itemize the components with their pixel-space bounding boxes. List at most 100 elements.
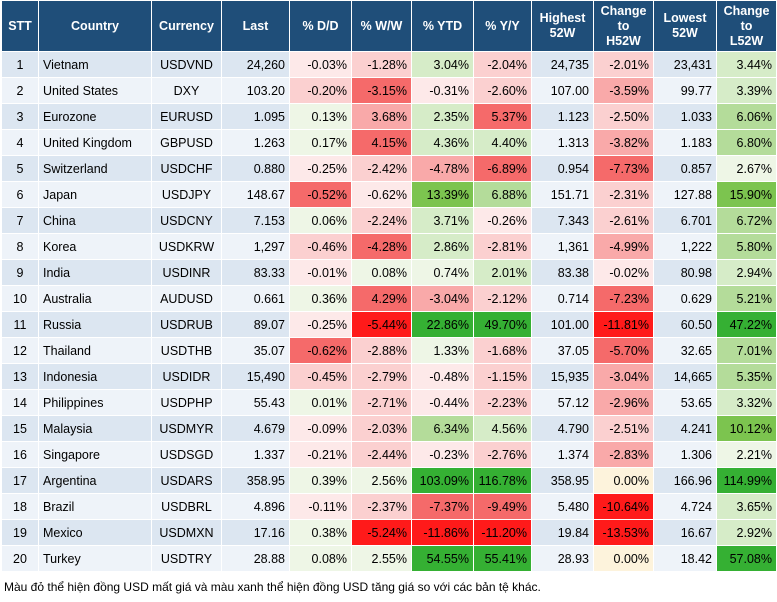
- table-cell: 24,735: [531, 51, 594, 78]
- table-cell: 11: [1, 311, 39, 338]
- table-cell: United States: [38, 77, 152, 104]
- table-cell: 2.35%: [411, 103, 474, 130]
- table-cell: 10.12%: [716, 415, 777, 442]
- table-cell: Korea: [38, 233, 152, 260]
- table-cell: 6.06%: [716, 103, 777, 130]
- table-cell: 0.857: [653, 155, 717, 182]
- table-cell: -2.12%: [473, 285, 532, 312]
- table-cell: -13.53%: [593, 519, 654, 546]
- table-cell: 0.74%: [411, 259, 474, 286]
- table-cell: -0.25%: [289, 155, 352, 182]
- table-cell: 24,260: [221, 51, 290, 78]
- table-cell: -3.59%: [593, 77, 654, 104]
- table-cell: 16.67: [653, 519, 717, 546]
- table-row: 10 Australia AUDUSD 0.661 0.36% 4.29% -3.04% -2…: [1, 285, 777, 312]
- table-cell: 17.16: [221, 519, 290, 546]
- table-cell: 0.08%: [289, 545, 352, 572]
- table-cell: 32.65: [653, 337, 717, 364]
- table-cell: 28.88: [221, 545, 290, 572]
- table-cell: 0.954: [531, 155, 594, 182]
- table-cell: USDJPY: [151, 181, 222, 208]
- table-cell: 358.95: [221, 467, 290, 494]
- table-cell: -0.20%: [289, 77, 352, 104]
- table-cell: 4.896: [221, 493, 290, 520]
- table-cell: 0.714: [531, 285, 594, 312]
- table-cell: -3.82%: [593, 129, 654, 156]
- table-cell: 1,222: [653, 233, 717, 260]
- table-row: 9 India USDINR 83.33 -0.01% 0.08% 0.74% 2.01% 83…: [1, 259, 777, 286]
- table-cell: 4.679: [221, 415, 290, 442]
- table-cell: 3.44%: [716, 51, 777, 78]
- table-cell: 20: [1, 545, 39, 572]
- table-cell: 0.17%: [289, 129, 352, 156]
- table-cell: 2.86%: [411, 233, 474, 260]
- table-cell: -2.03%: [351, 415, 412, 442]
- table-cell: -1.28%: [351, 51, 412, 78]
- table-cell: Turkey: [38, 545, 152, 572]
- table-cell: 60.50: [653, 311, 717, 338]
- table-cell: USDCNY: [151, 207, 222, 234]
- table-cell: -7.37%: [411, 493, 474, 520]
- table-cell: 15: [1, 415, 39, 442]
- table-cell: -0.44%: [411, 389, 474, 416]
- table-cell: 101.00: [531, 311, 594, 338]
- table-cell: USDINR: [151, 259, 222, 286]
- table-row: 3 Eurozone EURUSD 1.095 0.13% 3.68% 2.35% 5.37%…: [1, 103, 777, 130]
- table-cell: 2.21%: [716, 441, 777, 468]
- table-cell: -2.23%: [473, 389, 532, 416]
- table-cell: EURUSD: [151, 103, 222, 130]
- table-cell: 3: [1, 103, 39, 130]
- table-cell: 3.68%: [351, 103, 412, 130]
- table-cell: Singapore: [38, 441, 152, 468]
- table-cell: -0.26%: [473, 207, 532, 234]
- table-cell: -0.46%: [289, 233, 352, 260]
- table-cell: 114.99%: [716, 467, 777, 494]
- table-cell: -4.78%: [411, 155, 474, 182]
- table-cell: 3.39%: [716, 77, 777, 104]
- table-row: 1 Vietnam USDVND 24,260 -0.03% -1.28% 3.04% -2.…: [1, 51, 777, 78]
- column-header: Highest 52W: [531, 0, 594, 52]
- table-cell: 1.374: [531, 441, 594, 468]
- table-cell: 55.41%: [473, 545, 532, 572]
- table-cell: -4.28%: [351, 233, 412, 260]
- table-cell: USDCHF: [151, 155, 222, 182]
- table-cell: 19: [1, 519, 39, 546]
- column-header: Lowest 52W: [653, 0, 717, 52]
- table-cell: -5.24%: [351, 519, 412, 546]
- table-cell: 83.33: [221, 259, 290, 286]
- table-cell: USDBRL: [151, 493, 222, 520]
- table-cell: -2.81%: [473, 233, 532, 260]
- table-cell: 99.77: [653, 77, 717, 104]
- table-cell: 3.71%: [411, 207, 474, 234]
- table-cell: USDSGD: [151, 441, 222, 468]
- table-cell: Russia: [38, 311, 152, 338]
- table-row: 11 Russia USDRUB 89.07 -0.25% -5.44% 22.86% 49.…: [1, 311, 777, 338]
- table-cell: 0.661: [221, 285, 290, 312]
- table-cell: -2.71%: [351, 389, 412, 416]
- table-row: 7 China USDCNY 7.153 0.06% -2.24% 3.71% -0.26% 7…: [1, 207, 777, 234]
- table-cell: -4.99%: [593, 233, 654, 260]
- table-cell: Thailand: [38, 337, 152, 364]
- table-cell: 54.55%: [411, 545, 474, 572]
- column-header: % W/W: [351, 0, 412, 52]
- table-cell: 57.12: [531, 389, 594, 416]
- table-row: 4 United Kingdom GBPUSD 1.263 0.17% 4.15% 4.36…: [1, 129, 777, 156]
- table-cell: -0.45%: [289, 363, 352, 390]
- table-cell: -11.81%: [593, 311, 654, 338]
- table-cell: 10: [1, 285, 39, 312]
- table-cell: GBPUSD: [151, 129, 222, 156]
- table-cell: -3.15%: [351, 77, 412, 104]
- table-cell: -2.37%: [351, 493, 412, 520]
- table-cell: 116.78%: [473, 467, 532, 494]
- table-cell: 166.96: [653, 467, 717, 494]
- table-cell: Japan: [38, 181, 152, 208]
- table-cell: -11.20%: [473, 519, 532, 546]
- table-cell: USDIDR: [151, 363, 222, 390]
- table-cell: 107.00: [531, 77, 594, 104]
- table-cell: -3.04%: [593, 363, 654, 390]
- table-cell: 1.095: [221, 103, 290, 130]
- table-cell: 103.09%: [411, 467, 474, 494]
- table-cell: USDRUB: [151, 311, 222, 338]
- table-cell: -0.21%: [289, 441, 352, 468]
- table-cell: 2.55%: [351, 545, 412, 572]
